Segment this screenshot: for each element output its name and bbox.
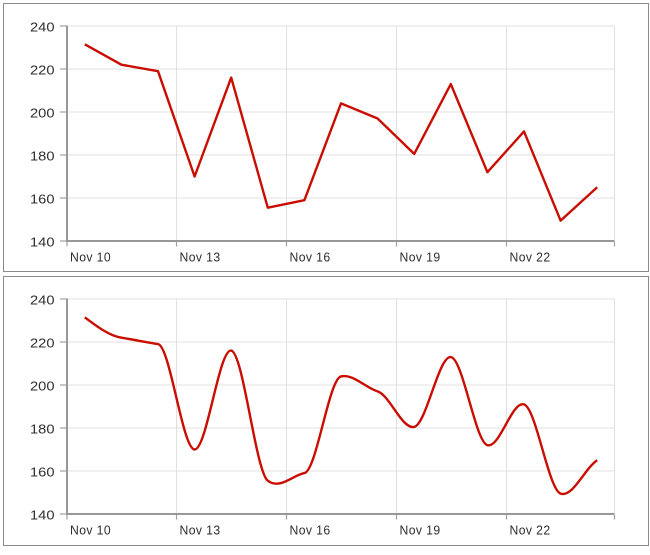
svg-text:140: 140 bbox=[30, 235, 55, 250]
svg-text:160: 160 bbox=[30, 465, 55, 480]
svg-text:140: 140 bbox=[30, 508, 55, 523]
svg-text:Nov 10: Nov 10 bbox=[70, 523, 111, 537]
svg-text:200: 200 bbox=[30, 106, 55, 121]
svg-text:Nov 19: Nov 19 bbox=[400, 250, 441, 264]
svg-text:Nov 16: Nov 16 bbox=[290, 523, 331, 537]
svg-text:Nov 22: Nov 22 bbox=[510, 523, 551, 537]
svg-text:160: 160 bbox=[30, 192, 55, 207]
svg-text:180: 180 bbox=[30, 422, 55, 437]
svg-text:Nov 13: Nov 13 bbox=[180, 250, 221, 264]
svg-text:Nov 19: Nov 19 bbox=[400, 523, 441, 537]
svg-text:200: 200 bbox=[30, 379, 55, 394]
svg-text:240: 240 bbox=[30, 20, 55, 35]
svg-text:Nov 22: Nov 22 bbox=[510, 250, 551, 264]
svg-text:220: 220 bbox=[30, 63, 55, 78]
svg-text:Nov 10: Nov 10 bbox=[70, 250, 111, 264]
svg-text:Nov 13: Nov 13 bbox=[180, 523, 221, 537]
svg-text:220: 220 bbox=[30, 336, 55, 351]
svg-text:180: 180 bbox=[30, 149, 55, 164]
svg-text:240: 240 bbox=[30, 293, 55, 308]
svg-text:Nov 16: Nov 16 bbox=[290, 250, 331, 264]
